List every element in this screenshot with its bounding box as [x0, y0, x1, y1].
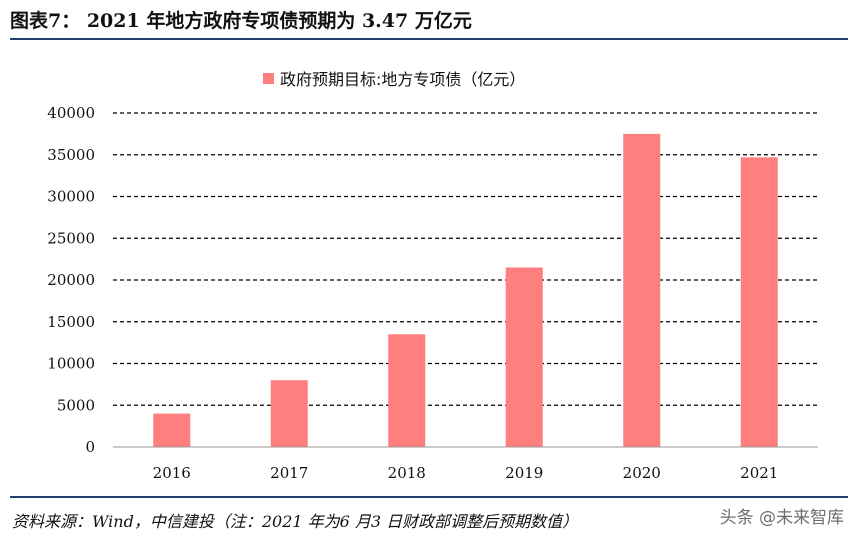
gridlines — [113, 112, 818, 406]
y-tick-label: 20000 — [47, 271, 95, 289]
x-tick-label: 2016 — [153, 464, 191, 482]
bar-2018 — [388, 334, 426, 447]
y-tick-label: 15000 — [47, 313, 95, 331]
legend: 政府预期目标:地方专项债（亿元） — [263, 70, 525, 89]
bar-2017 — [270, 380, 308, 447]
x-tick-label: 2021 — [740, 464, 778, 482]
bar-2016 — [153, 413, 191, 447]
legend-label: 政府预期目标:地方专项债（亿元） — [280, 70, 525, 89]
y-axis-ticks: 0 5000 10000 15000 20000 25000 30000 35000 40000 — [47, 104, 95, 456]
y-tick-label: 30000 — [47, 188, 95, 206]
y-tick-label: 25000 — [47, 229, 95, 247]
y-tick-label: 0 — [85, 438, 95, 456]
x-axis-ticks: 2016 2017 2018 2019 2020 2021 — [153, 464, 779, 482]
source-note: 资料来源：Wind，中信建投（注：2021 年为6 月3 日财政部调整后预期数值… — [12, 512, 579, 531]
watermark: 头条 @未来智库 — [719, 508, 844, 528]
bars — [153, 133, 778, 447]
y-tick-label: 35000 — [47, 146, 95, 164]
title-rule — [10, 38, 848, 40]
x-tick-label: 2020 — [623, 464, 661, 482]
bar-chart: 0 5000 10000 15000 20000 25000 30000 35000 40000… — [47, 70, 818, 482]
x-tick-label: 2017 — [270, 464, 308, 482]
bar-2019 — [505, 267, 543, 447]
y-tick-label: 5000 — [57, 396, 95, 414]
bar-2021 — [740, 157, 778, 447]
bar-2020 — [623, 133, 661, 447]
y-tick-label: 40000 — [47, 104, 95, 122]
legend-swatch — [263, 73, 274, 84]
x-tick-label: 2018 — [388, 464, 426, 482]
y-tick-label: 10000 — [47, 355, 95, 373]
figure-title: 图表7： 2021 年地方政府专项债预期为 3.47 万亿元 — [10, 10, 472, 32]
x-tick-label: 2019 — [505, 464, 543, 482]
source-rule — [10, 496, 848, 498]
